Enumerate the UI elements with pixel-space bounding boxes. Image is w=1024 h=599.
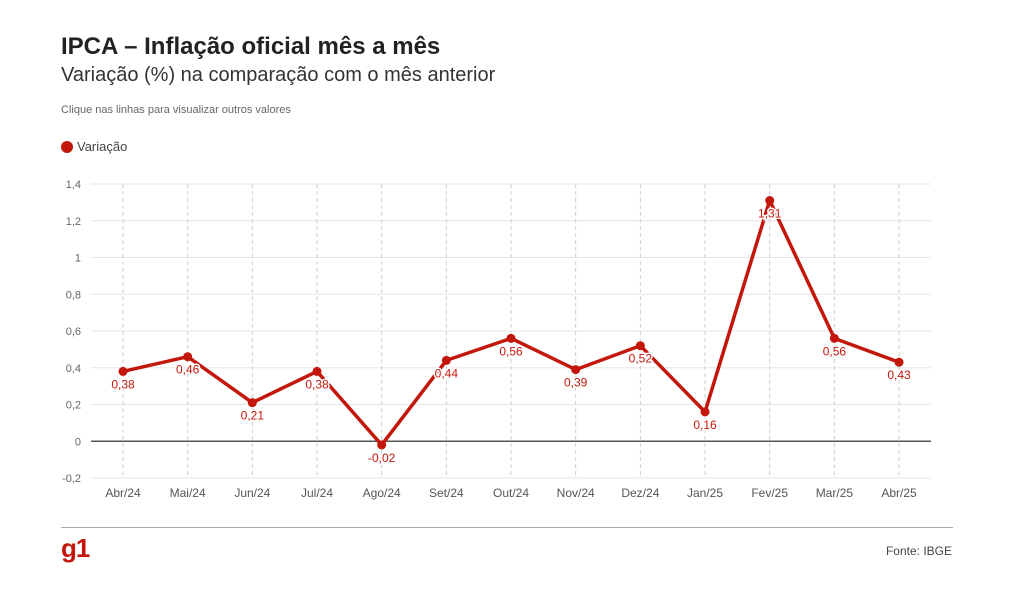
x-tick-label: Jun/24 [234, 486, 270, 500]
legend-marker [61, 140, 73, 153]
data-point[interactable] [506, 333, 516, 343]
x-tick-label: Fev/25 [751, 486, 788, 500]
data-label: 0,21 [241, 409, 265, 423]
data-label: 0,46 [176, 363, 200, 377]
x-tick-label: Jul/24 [301, 486, 333, 500]
data-label: 1,31 [758, 207, 782, 221]
y-tick-label: 0,6 [66, 326, 81, 338]
x-tick-label: Ago/24 [363, 486, 401, 500]
data-label: 0,38 [305, 377, 329, 391]
legend-label: Variação [77, 139, 128, 154]
interaction-hint: Clique nas linhas para visualizar outros… [61, 104, 291, 116]
x-tick-label: Abr/24 [105, 486, 141, 500]
x-tick-label: Mai/24 [170, 486, 206, 500]
data-point[interactable] [312, 366, 322, 376]
x-tick-label: Jan/25 [687, 486, 723, 500]
source-note: Fonte: IBGE [885, 544, 952, 558]
data-point[interactable] [183, 352, 193, 362]
data-point[interactable] [377, 440, 387, 450]
axes: -0,2 0 0,2 0,4 0,6 0,8 1 1,2 1,4 Abr/24 Mai/24 Jun/… [62, 179, 917, 500]
y-tick-label: 1,2 [66, 216, 81, 228]
data-point[interactable] [635, 341, 645, 351]
grid [91, 183, 931, 479]
x-tick-label: Out/24 [493, 486, 529, 500]
chart-title: IPCA – Inflação oficial mês a mês [61, 33, 441, 60]
g1-logo: g1 [61, 533, 90, 563]
y-tick-label: 0 [75, 436, 81, 448]
x-tick-label: Abr/25 [881, 486, 917, 500]
data-label: 0,44 [435, 366, 459, 380]
series-variacao [118, 196, 904, 450]
y-tick-label: 1,4 [66, 179, 81, 191]
y-tick-label: 0,8 [66, 289, 81, 301]
data-point[interactable] [894, 357, 904, 367]
data-point[interactable] [700, 407, 710, 417]
data-point[interactable] [441, 355, 451, 365]
data-point[interactable] [571, 365, 581, 375]
data-label: -0,02 [368, 451, 396, 465]
data-label: 0,52 [629, 352, 653, 366]
data-label: 0,16 [693, 418, 717, 432]
data-point[interactable] [765, 196, 775, 206]
data-label: 0,43 [887, 368, 911, 382]
data-point[interactable] [247, 398, 257, 408]
data-labels: 0,38 0,46 0,21 0,38 -0,02 0,44 0,56 0,39 0,52 0,1… [110, 205, 913, 466]
data-label: 0,56 [823, 344, 847, 358]
y-tick-label: -0,2 [62, 473, 81, 485]
x-tick-label: Nov/24 [557, 486, 595, 500]
y-tick-label: 1 [75, 253, 81, 265]
data-label: 0,56 [499, 344, 523, 358]
data-label: 0,39 [564, 376, 588, 390]
footer-divider [61, 527, 953, 528]
legend[interactable]: Variação [61, 139, 127, 154]
y-tick-label: 0,2 [66, 400, 81, 412]
data-point[interactable] [829, 333, 839, 343]
data-label: 0,38 [111, 377, 135, 391]
x-tick-label: Mar/25 [816, 486, 854, 500]
chart-subtitle: Variação (%) na comparação com o mês ant… [61, 64, 496, 86]
x-tick-label: Set/24 [429, 486, 464, 500]
x-tick-label: Dez/24 [621, 486, 659, 500]
y-tick-label: 0,4 [66, 363, 81, 375]
data-point[interactable] [118, 366, 128, 376]
